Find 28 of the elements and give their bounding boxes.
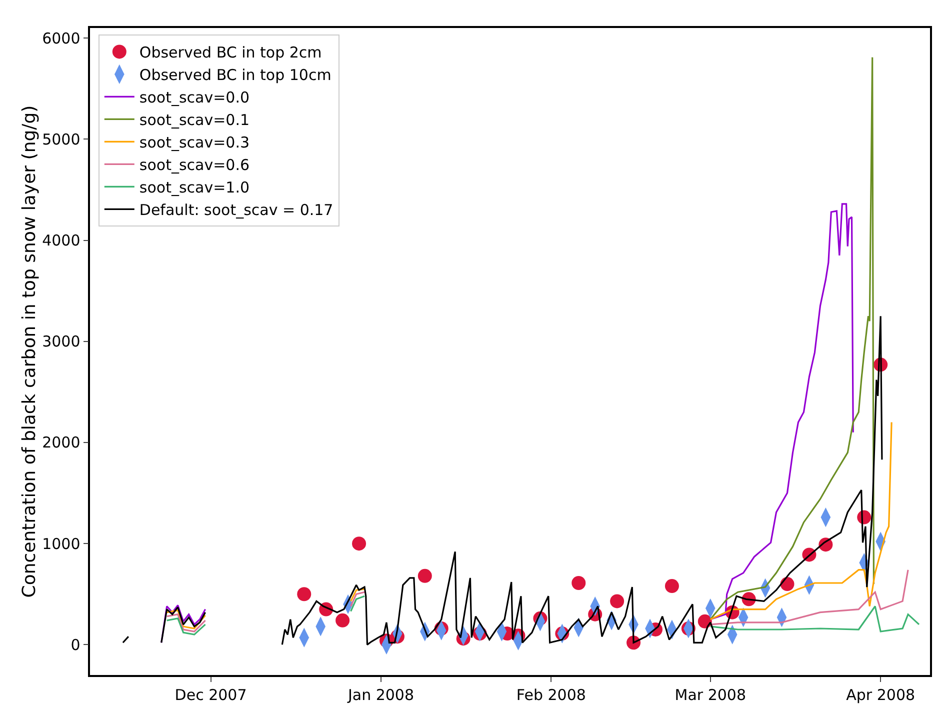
x-tick-label: Dec 2007 xyxy=(174,686,247,704)
x-tick-label: Feb 2008 xyxy=(516,686,586,704)
y-tick-label: 4000 xyxy=(42,232,80,250)
point xyxy=(352,536,366,551)
point xyxy=(297,587,312,602)
legend-label: soot_scav=1.0 xyxy=(139,178,250,197)
x-tick-label: Jan 2008 xyxy=(346,686,414,704)
y-tick-label: 1000 xyxy=(42,534,80,553)
legend-label: soot_scav=0.0 xyxy=(139,88,250,107)
y-tick-label: 2000 xyxy=(42,434,80,452)
y-tick-label: 3000 xyxy=(42,332,80,351)
legend-label: Observed BC in top 2cm xyxy=(139,44,322,62)
x-tick-label: Mar 2008 xyxy=(674,686,746,704)
x-tick-label: Apr 2008 xyxy=(846,686,916,704)
y-tick-label: 0 xyxy=(70,636,80,654)
point xyxy=(336,613,350,628)
legend-label: soot_scav=0.3 xyxy=(139,134,250,152)
legend-label: soot_scav=0.6 xyxy=(139,156,250,174)
legend-label: Observed BC in top 10cm xyxy=(139,66,332,84)
point xyxy=(610,594,624,608)
legend-label: soot_scav=0.1 xyxy=(139,111,250,130)
y-tick-label: 5000 xyxy=(42,130,80,148)
y-tick-label: 6000 xyxy=(42,29,80,48)
point xyxy=(418,568,432,583)
y-axis-title: Concentration of black carbon in top snow layer (ng/g) xyxy=(19,105,40,598)
point xyxy=(572,576,586,590)
point xyxy=(664,579,679,594)
legend-label: Default: soot_scav = 0.17 xyxy=(139,201,334,220)
